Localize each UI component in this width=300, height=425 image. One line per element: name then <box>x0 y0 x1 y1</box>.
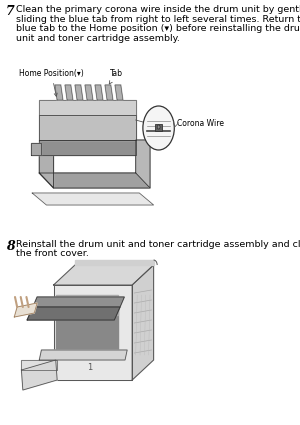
Text: the front cover.: the front cover. <box>16 249 88 258</box>
Text: 1: 1 <box>87 363 92 372</box>
Circle shape <box>157 125 160 129</box>
Polygon shape <box>31 143 41 155</box>
Polygon shape <box>14 303 37 317</box>
Polygon shape <box>65 85 73 100</box>
Polygon shape <box>56 305 118 350</box>
Text: Clean the primary corona wire inside the drum unit by gently: Clean the primary corona wire inside the… <box>16 5 300 14</box>
Polygon shape <box>136 140 150 188</box>
Text: 7: 7 <box>6 5 14 18</box>
Polygon shape <box>27 307 120 320</box>
Polygon shape <box>39 350 127 360</box>
FancyBboxPatch shape <box>155 124 162 131</box>
Polygon shape <box>32 193 154 205</box>
Text: unit and toner cartridge assembly.: unit and toner cartridge assembly. <box>16 34 180 43</box>
Polygon shape <box>115 85 123 100</box>
Polygon shape <box>85 85 93 100</box>
Text: Tab: Tab <box>109 69 123 84</box>
Polygon shape <box>55 85 63 100</box>
Polygon shape <box>54 285 132 380</box>
Polygon shape <box>132 265 154 380</box>
Polygon shape <box>56 295 118 315</box>
Text: 8: 8 <box>6 240 14 253</box>
Polygon shape <box>75 260 154 265</box>
Text: Corona Wire: Corona Wire <box>177 119 224 128</box>
Polygon shape <box>21 360 57 370</box>
Polygon shape <box>39 100 136 115</box>
Text: Home Position(▾): Home Position(▾) <box>19 69 84 96</box>
Polygon shape <box>39 115 136 140</box>
Polygon shape <box>39 140 136 155</box>
Polygon shape <box>105 85 113 100</box>
Polygon shape <box>39 173 150 188</box>
Text: sliding the blue tab from right to left several times. Return the: sliding the blue tab from right to left … <box>16 14 300 23</box>
Circle shape <box>143 106 174 150</box>
Polygon shape <box>54 265 154 285</box>
Polygon shape <box>95 85 103 100</box>
Polygon shape <box>21 360 57 390</box>
Polygon shape <box>75 85 83 100</box>
Polygon shape <box>33 297 124 307</box>
Text: Reinstall the drum unit and toner cartridge assembly and close: Reinstall the drum unit and toner cartri… <box>16 240 300 249</box>
Polygon shape <box>39 140 54 188</box>
Text: blue tab to the Home position (▾) before reinstalling the drum: blue tab to the Home position (▾) before… <box>16 24 300 33</box>
